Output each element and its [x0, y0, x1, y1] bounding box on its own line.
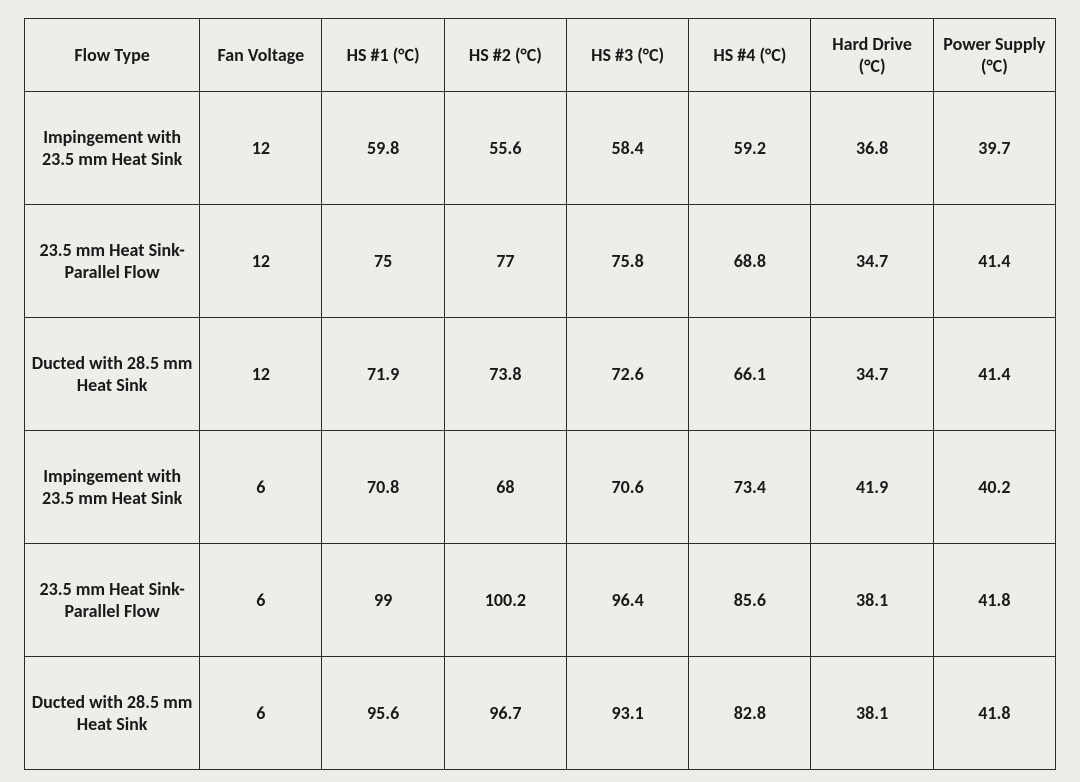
- table-row: Impingement with 23.5 mm Heat Sink 12 59…: [25, 92, 1056, 205]
- cell-hs3: 70.6: [566, 431, 688, 544]
- cell-ps: 39.7: [933, 92, 1055, 205]
- thermal-data-table: Flow Type Fan Voltage HS #1 (°C) HS #2 (…: [24, 18, 1056, 770]
- cell-flow: Ducted with 28.5 mm Heat Sink: [25, 318, 200, 431]
- table-row: 23.5 mm Heat Sink-Parallel Flow 6 99 100…: [25, 544, 1056, 657]
- cell-hs2: 96.7: [444, 657, 566, 770]
- cell-hs1: 71.9: [322, 318, 444, 431]
- cell-hd: 41.9: [811, 431, 933, 544]
- cell-hd: 34.7: [811, 318, 933, 431]
- cell-hs4: 85.6: [689, 544, 811, 657]
- cell-hs3: 93.1: [566, 657, 688, 770]
- cell-ps: 41.4: [933, 205, 1055, 318]
- cell-v: 6: [200, 431, 322, 544]
- cell-hs2: 77: [444, 205, 566, 318]
- col-fan-voltage: Fan Voltage: [200, 19, 322, 92]
- table-container: Flow Type Fan Voltage HS #1 (°C) HS #2 (…: [0, 0, 1080, 782]
- cell-hd: 36.8: [811, 92, 933, 205]
- cell-ps: 41.8: [933, 657, 1055, 770]
- cell-ps: 40.2: [933, 431, 1055, 544]
- cell-hs3: 58.4: [566, 92, 688, 205]
- col-hs4: HS #4 (°C): [689, 19, 811, 92]
- table-row: Ducted with 28.5 mm Heat Sink 12 71.9 73…: [25, 318, 1056, 431]
- cell-hd: 38.1: [811, 657, 933, 770]
- table-header-row: Flow Type Fan Voltage HS #1 (°C) HS #2 (…: [25, 19, 1056, 92]
- cell-hs1: 75: [322, 205, 444, 318]
- cell-hd: 38.1: [811, 544, 933, 657]
- cell-hs4: 59.2: [689, 92, 811, 205]
- cell-ps: 41.8: [933, 544, 1055, 657]
- cell-hd: 34.7: [811, 205, 933, 318]
- cell-hs2: 73.8: [444, 318, 566, 431]
- cell-hs2: 100.2: [444, 544, 566, 657]
- col-hard-drive: Hard Drive (°C): [811, 19, 933, 92]
- col-flow-type: Flow Type: [25, 19, 200, 92]
- cell-hs3: 96.4: [566, 544, 688, 657]
- cell-flow: 23.5 mm Heat Sink-Parallel Flow: [25, 205, 200, 318]
- table-row: Ducted with 28.5 mm Heat Sink 6 95.6 96.…: [25, 657, 1056, 770]
- cell-hs1: 70.8: [322, 431, 444, 544]
- table-body: Impingement with 23.5 mm Heat Sink 12 59…: [25, 92, 1056, 770]
- table-row: 23.5 mm Heat Sink-Parallel Flow 12 75 77…: [25, 205, 1056, 318]
- cell-hs2: 68: [444, 431, 566, 544]
- col-hs1: HS #1 (°C): [322, 19, 444, 92]
- cell-v: 6: [200, 657, 322, 770]
- cell-hs4: 73.4: [689, 431, 811, 544]
- col-power-supply: Power Supply (°C): [933, 19, 1055, 92]
- cell-v: 6: [200, 544, 322, 657]
- cell-hs4: 68.8: [689, 205, 811, 318]
- cell-hs1: 99: [322, 544, 444, 657]
- cell-v: 12: [200, 318, 322, 431]
- cell-flow: Impingement with 23.5 mm Heat Sink: [25, 431, 200, 544]
- cell-hs3: 75.8: [566, 205, 688, 318]
- cell-hs1: 95.6: [322, 657, 444, 770]
- col-hs2: HS #2 (°C): [444, 19, 566, 92]
- cell-hs3: 72.6: [566, 318, 688, 431]
- cell-hs1: 59.8: [322, 92, 444, 205]
- cell-flow: Impingement with 23.5 mm Heat Sink: [25, 92, 200, 205]
- cell-hs4: 66.1: [689, 318, 811, 431]
- cell-hs4: 82.8: [689, 657, 811, 770]
- col-hs3: HS #3 (°C): [566, 19, 688, 92]
- cell-v: 12: [200, 205, 322, 318]
- cell-v: 12: [200, 92, 322, 205]
- cell-flow: 23.5 mm Heat Sink-Parallel Flow: [25, 544, 200, 657]
- cell-hs2: 55.6: [444, 92, 566, 205]
- cell-flow: Ducted with 28.5 mm Heat Sink: [25, 657, 200, 770]
- cell-ps: 41.4: [933, 318, 1055, 431]
- table-row: Impingement with 23.5 mm Heat Sink 6 70.…: [25, 431, 1056, 544]
